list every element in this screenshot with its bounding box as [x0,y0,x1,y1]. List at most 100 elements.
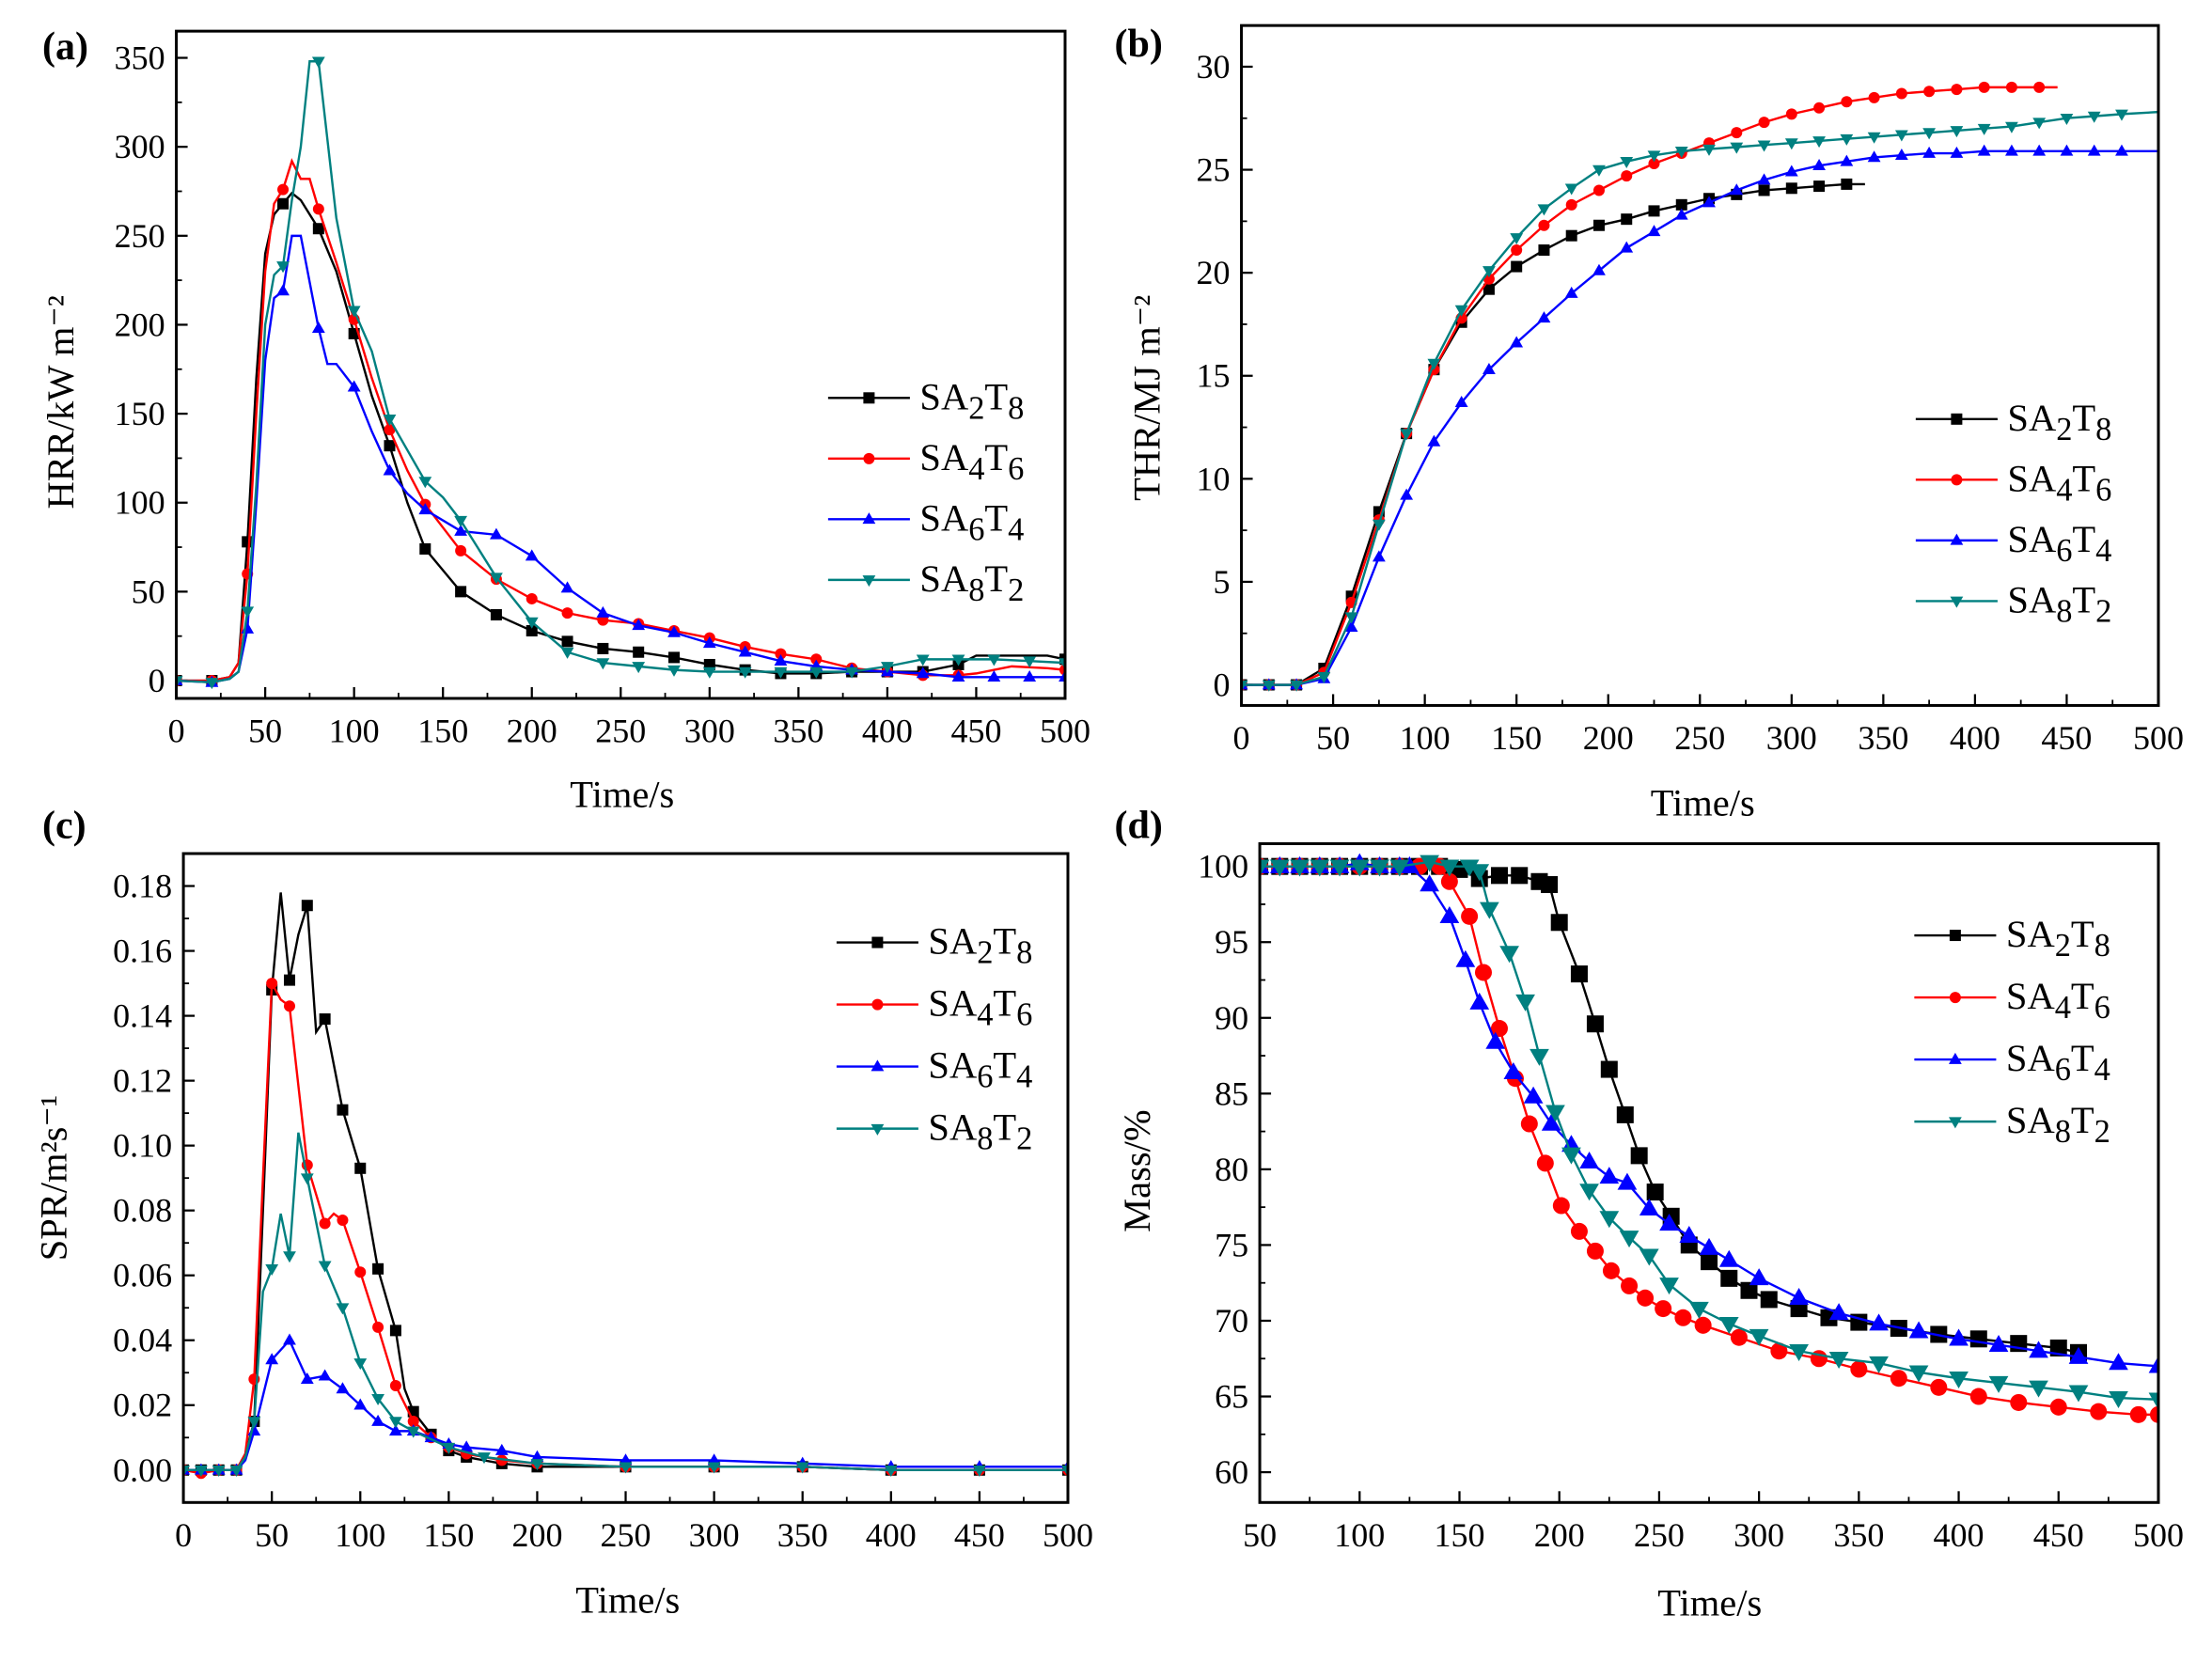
x-tick-label: 300 [689,1516,740,1554]
data-point [1785,108,1797,120]
data-point [2005,144,2018,156]
data-point [916,654,930,666]
legend-marker [1951,413,1963,425]
data-point [1674,208,1688,220]
data-point [1908,1365,1929,1383]
y-tick-label: 150 [115,395,165,432]
x-axis-title: Time/s [1657,1581,1762,1623]
data-point [277,197,290,210]
data-point [1749,1268,1769,1286]
data-point [1789,1288,1809,1306]
data-point [1469,992,1490,1010]
data-point [2109,1353,2128,1371]
x-tick-label: 50 [255,1516,289,1554]
data-point [1812,136,1826,149]
data-point [1262,680,1276,692]
data-point [1599,1211,1620,1229]
data-point [775,648,787,660]
y-tick-label: 20 [1197,254,1231,291]
data-point [1310,859,1330,877]
data-point [1349,859,1370,877]
y-tick-label: 350 [115,39,165,77]
data-point [1639,1248,1659,1266]
panel-d: 50 100 150 200 250 300 350 400 450 500 60 65 70 75 80 8… [1115,805,2184,1624]
x-tick-label: 500 [1043,1516,1093,1554]
y-tick-label: 0.18 [113,868,172,905]
x-tick-label: 200 [1583,719,1634,757]
data-point [1490,867,1508,885]
data-point [494,1443,509,1455]
y-tick-label: 0 [149,662,165,699]
y-tick-label: 0.04 [113,1322,172,1359]
data-point [337,1104,349,1116]
data-point [1630,1147,1648,1165]
legend-label: SA8T2 [2006,1099,2110,1150]
data-point [2033,81,2046,93]
data-point [319,1013,331,1026]
data-point [454,524,468,536]
data-point [1290,680,1303,692]
legend-label: SA8T2 [928,1106,1032,1157]
data-point [1480,902,1499,919]
data-point [809,666,824,679]
y-tick-label: 10 [1197,460,1231,497]
plot-frame [1258,842,2160,1504]
data-point [1023,670,1037,682]
data-point [1655,1300,1672,1318]
data-point [1674,147,1688,159]
data-point [1828,1303,1849,1321]
data-point [738,666,752,679]
legend-marker [1951,474,1963,486]
data-point [1757,173,1771,185]
x-tick-label: 50 [1243,1516,1277,1554]
data-point [318,1261,332,1273]
data-point [407,1416,419,1428]
data-point [1760,1291,1778,1309]
data-point [1730,142,1744,154]
x-tick-label: 500 [2133,719,2184,757]
y-tick-label: 0.12 [113,1062,172,1100]
panel-label: (b) [1115,23,1163,66]
data-point [418,477,432,489]
data-point [1616,1105,1634,1123]
data-point [1483,283,1495,295]
y-axis-title: HRR/kW m⁻² [39,295,82,509]
data-point [1969,1330,1987,1348]
legend-marker [862,575,876,588]
data-point [1828,1352,1849,1370]
data-point [383,414,397,426]
data-point [1621,213,1633,226]
data-point [176,676,183,688]
legend-label: SA6T4 [928,1044,1032,1095]
data-point [2087,111,2101,123]
data-point [1454,396,1468,408]
y-axis-title: THR/MJ m⁻² [1126,295,1169,501]
series-line [1241,110,2158,686]
data-point [2090,1403,2108,1420]
data-point [1908,1321,1929,1339]
data-point [2068,1385,2089,1403]
y-tick-label: 85 [1215,1074,1248,1112]
x-tick-label: 100 [1334,1516,1385,1554]
data-point [2005,121,2018,133]
data-point [1785,182,1797,195]
y-tick-label: 25 [1197,151,1231,189]
legend-label: SA2T8 [928,920,1032,971]
data-point [667,665,681,677]
data-point [2129,1405,2147,1423]
data-point [1894,149,1908,161]
data-point [1647,225,1661,237]
data-point [388,1417,402,1429]
data-point [1469,864,1490,882]
data-point [490,572,503,585]
data-point [1701,1253,1718,1271]
data-point [1977,123,1991,135]
data-point [371,1394,384,1406]
data-point [2005,81,2017,93]
data-point [2148,1392,2158,1410]
data-point [2060,113,2074,125]
data-point [1370,859,1389,877]
data-point [1951,84,1963,96]
y-tick-label: 80 [1215,1151,1248,1188]
data-point [2049,1398,2067,1416]
